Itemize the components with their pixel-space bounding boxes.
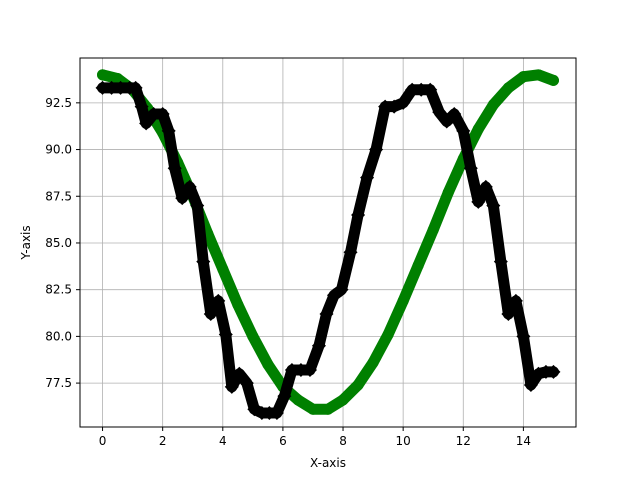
data-point bbox=[190, 198, 205, 213]
data-point bbox=[293, 363, 308, 378]
x-tick-label: 10 bbox=[396, 434, 411, 448]
data-point bbox=[322, 403, 334, 415]
data-point bbox=[239, 376, 254, 391]
data-point bbox=[307, 403, 319, 415]
data-point bbox=[532, 69, 544, 81]
data-point bbox=[203, 306, 218, 321]
data-point bbox=[547, 74, 559, 86]
data-point bbox=[369, 142, 384, 157]
data-point bbox=[302, 363, 317, 378]
data-point bbox=[523, 377, 538, 392]
data-point bbox=[442, 187, 454, 199]
data-point bbox=[277, 389, 292, 404]
data-point bbox=[378, 99, 393, 114]
data-point bbox=[284, 363, 299, 378]
data-point bbox=[517, 71, 529, 83]
data-point bbox=[232, 299, 244, 311]
data-point bbox=[269, 405, 284, 420]
data-point bbox=[538, 364, 553, 379]
data-point bbox=[432, 105, 447, 120]
data-point bbox=[546, 364, 561, 379]
data-point bbox=[155, 107, 170, 122]
data-point bbox=[447, 107, 462, 122]
y-tick-label: 77.5 bbox=[45, 376, 72, 390]
data-point bbox=[337, 394, 349, 406]
data-point bbox=[493, 254, 508, 269]
data-point bbox=[254, 405, 269, 420]
data-point bbox=[334, 282, 349, 297]
y-axis-label: Y-axis bbox=[19, 225, 33, 260]
data-point bbox=[247, 330, 259, 342]
y-tick-label: 87.5 bbox=[45, 189, 72, 203]
data-point bbox=[439, 114, 454, 129]
x-tick-label: 0 bbox=[99, 434, 107, 448]
data-point bbox=[343, 245, 358, 260]
data-point bbox=[405, 82, 420, 97]
data-point bbox=[175, 191, 190, 206]
x-axis-label: X-axis bbox=[310, 456, 346, 470]
data-point bbox=[516, 329, 531, 344]
data-point bbox=[397, 295, 409, 307]
data-point bbox=[478, 179, 493, 194]
x-tick-label: 2 bbox=[159, 434, 167, 448]
data-point bbox=[95, 80, 110, 95]
data-point bbox=[134, 99, 149, 114]
data-point bbox=[463, 161, 478, 176]
data-point bbox=[113, 80, 128, 95]
data-point bbox=[196, 254, 211, 269]
data-point bbox=[182, 179, 197, 194]
data-point bbox=[351, 207, 366, 222]
y-tick-label: 90.0 bbox=[45, 143, 72, 157]
data-point bbox=[352, 379, 364, 391]
y-tick-label: 85.0 bbox=[45, 236, 72, 250]
data-point bbox=[104, 80, 119, 95]
x-tick-label: 8 bbox=[339, 434, 347, 448]
x-tick-label: 6 bbox=[279, 434, 287, 448]
data-point bbox=[218, 327, 233, 342]
data-point bbox=[412, 259, 424, 271]
data-point bbox=[367, 357, 379, 369]
data-point bbox=[486, 198, 501, 213]
data-point bbox=[224, 379, 239, 394]
data-point bbox=[211, 293, 226, 308]
data-point bbox=[292, 394, 304, 406]
data-point bbox=[502, 82, 514, 94]
data-point bbox=[382, 329, 394, 341]
data-point bbox=[139, 116, 154, 131]
y-tick-label: 80.0 bbox=[45, 329, 72, 343]
data-point bbox=[319, 306, 334, 321]
data-point bbox=[472, 123, 484, 135]
data-point bbox=[217, 263, 229, 275]
x-tick-label: 4 bbox=[219, 434, 227, 448]
data-point bbox=[146, 107, 161, 122]
data-point bbox=[167, 161, 182, 176]
data-point bbox=[262, 358, 274, 370]
data-point bbox=[501, 306, 516, 321]
data-point bbox=[396, 95, 411, 110]
data-point bbox=[456, 123, 471, 138]
data-point bbox=[423, 82, 438, 97]
x-tick-label: 14 bbox=[516, 434, 531, 448]
data-point bbox=[414, 82, 429, 97]
data-point bbox=[311, 338, 326, 353]
data-point bbox=[97, 69, 109, 81]
data-point bbox=[128, 80, 143, 95]
data-point bbox=[471, 194, 486, 209]
data-point bbox=[487, 99, 499, 111]
data-point bbox=[360, 170, 375, 185]
y-tick-label: 82.5 bbox=[45, 283, 72, 297]
data-point bbox=[161, 123, 176, 138]
y-tick-label: 92.5 bbox=[45, 96, 72, 110]
plot-area: 0 2 4 6 8 10 12 14 77.5 80.0 82.5 85.0 87.5 90.0 92.5 bbox=[45, 57, 577, 448]
data-point bbox=[427, 224, 439, 236]
data-point bbox=[262, 405, 277, 420]
x-tick-label: 12 bbox=[456, 434, 471, 448]
data-point bbox=[508, 293, 523, 308]
data-point bbox=[232, 366, 247, 381]
